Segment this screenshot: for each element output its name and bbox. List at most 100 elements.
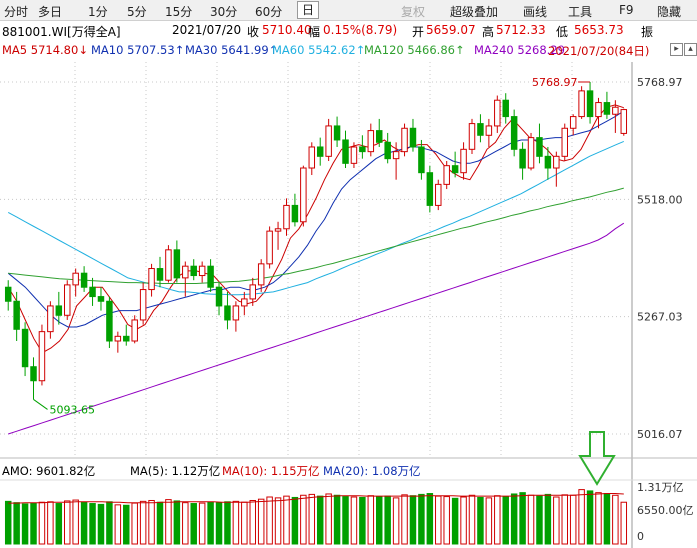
- amo-label: AMO: 9601.82亿: [2, 464, 96, 478]
- y-tick-label: 5267.03: [637, 311, 683, 324]
- candle-body: [13, 300, 20, 330]
- volume-bar: [64, 500, 71, 545]
- candle-body: [578, 90, 585, 118]
- change-value: 0.15%(8.79): [323, 23, 398, 37]
- volume-bar: [586, 490, 594, 545]
- volume-bar: [182, 502, 189, 545]
- candle-body: [586, 90, 594, 118]
- y-tick-label: 5768.97: [637, 76, 683, 89]
- period-toolbar: 分时 多日 1分 5分 15分 30分 60分 日 复权 超级叠加 画线 工具 …: [0, 0, 697, 21]
- tab-1min[interactable]: 1分: [88, 5, 108, 19]
- volume-bar: [561, 494, 568, 545]
- ma-legend: MA5 5714.80↓ MA10 5707.53↑ MA30 5641.99↑…: [0, 41, 697, 59]
- volume-bar: [291, 496, 299, 545]
- candle-body: [384, 141, 391, 160]
- volume-bar: [342, 496, 349, 545]
- volume-bar: [367, 495, 375, 545]
- tab-multi-day[interactable]: 多日: [38, 5, 63, 19]
- candle-body: [215, 286, 223, 307]
- candle-body: [123, 335, 130, 342]
- draw-line-button[interactable]: 画线: [523, 5, 548, 19]
- candle-body: [139, 289, 147, 321]
- volume-bar: [232, 500, 240, 545]
- candle-body: [435, 183, 442, 206]
- volume-bar: [165, 499, 172, 545]
- candle-body: [4, 286, 12, 302]
- vol-ma20-label: MA(20): 1.08万亿: [323, 464, 421, 478]
- volume-bar: [510, 493, 518, 545]
- candle-body: [182, 265, 189, 279]
- candle-body: [553, 155, 560, 169]
- candle-body: [266, 230, 273, 265]
- f9-button[interactable]: F9: [619, 3, 634, 17]
- candle-body: [308, 146, 316, 169]
- volume-bar: [4, 500, 12, 545]
- adjust-button[interactable]: 复权: [401, 5, 426, 19]
- candle-body: [72, 272, 79, 286]
- candle-body: [502, 99, 509, 118]
- candle-body: [536, 137, 543, 157]
- candle-body: [569, 116, 577, 129]
- candle-body: [241, 298, 248, 307]
- volume-bar: [595, 492, 602, 545]
- volume-bar: [468, 494, 476, 545]
- volume-bar: [207, 501, 214, 545]
- candle-body: [232, 305, 240, 321]
- volume-bar: [485, 497, 493, 545]
- volume-bar: [123, 504, 130, 545]
- tab-30min[interactable]: 30分: [210, 5, 238, 19]
- settings-icon[interactable]: ▸: [670, 43, 683, 56]
- volume-bar: [300, 494, 307, 545]
- candle-body: [367, 130, 375, 153]
- volume-tick-label: 6550.00亿: [637, 504, 694, 517]
- candle-body: [249, 284, 256, 300]
- volume-bar: [21, 503, 29, 545]
- amp-label: 振: [641, 25, 654, 39]
- candle-body: [451, 165, 459, 174]
- candle-body: [38, 331, 46, 382]
- volume-bar: [527, 494, 535, 545]
- volume-bar: [249, 499, 256, 545]
- change-label: 幅: [308, 25, 321, 39]
- tab-60min[interactable]: 60分: [255, 5, 283, 19]
- candle-body: [612, 106, 619, 115]
- ma-line-ma60: [8, 187, 624, 284]
- ma5-label: MA5 5714.80↓: [2, 43, 88, 57]
- candle-body: [283, 204, 290, 230]
- low-annotation: 5093.65: [50, 403, 96, 416]
- low-marker-line: [33, 399, 48, 410]
- volume-bar: [148, 499, 155, 545]
- candle-body: [510, 116, 518, 150]
- volume-bar: [106, 501, 113, 545]
- candle-body: [64, 284, 71, 316]
- candle-body: [55, 305, 63, 316]
- volume-bar: [198, 502, 206, 545]
- volume-bar: [224, 501, 231, 545]
- volume-bar: [401, 494, 408, 545]
- ma120-label: MA120 5466.86↑: [364, 43, 465, 57]
- tab-5min[interactable]: 5分: [127, 5, 147, 19]
- candle-body: [426, 172, 434, 206]
- overlay-button[interactable]: 超级叠加: [450, 5, 499, 19]
- candle-body: [190, 265, 197, 277]
- close-label: 收: [247, 25, 260, 39]
- tools-button[interactable]: 工具: [568, 5, 593, 19]
- date-tooltip: 2021/07/20(84日): [548, 44, 650, 58]
- candle-body: [350, 146, 358, 164]
- candle-body: [131, 319, 138, 342]
- volume-bar: [30, 502, 37, 545]
- candle-body: [359, 146, 366, 153]
- tab-daily[interactable]: 日: [297, 1, 320, 19]
- candle-body: [603, 102, 611, 115]
- candle-body: [595, 102, 602, 118]
- ma30-label: MA30 5641.99↑: [185, 43, 279, 57]
- hide-button[interactable]: 隐藏: [657, 5, 682, 19]
- candle-body: [47, 305, 54, 333]
- tab-15min[interactable]: 15分: [165, 5, 193, 19]
- ma60-label: MA60 5542.62↑: [272, 43, 366, 57]
- tab-intraday[interactable]: 分时: [4, 5, 29, 19]
- volume-ma10-line: [8, 493, 624, 504]
- volume-legend: AMO: 9601.82亿 MA(5): 1.12万亿 MA(10): 1.15…: [0, 461, 697, 479]
- volume-tick-label: 0: [637, 530, 644, 543]
